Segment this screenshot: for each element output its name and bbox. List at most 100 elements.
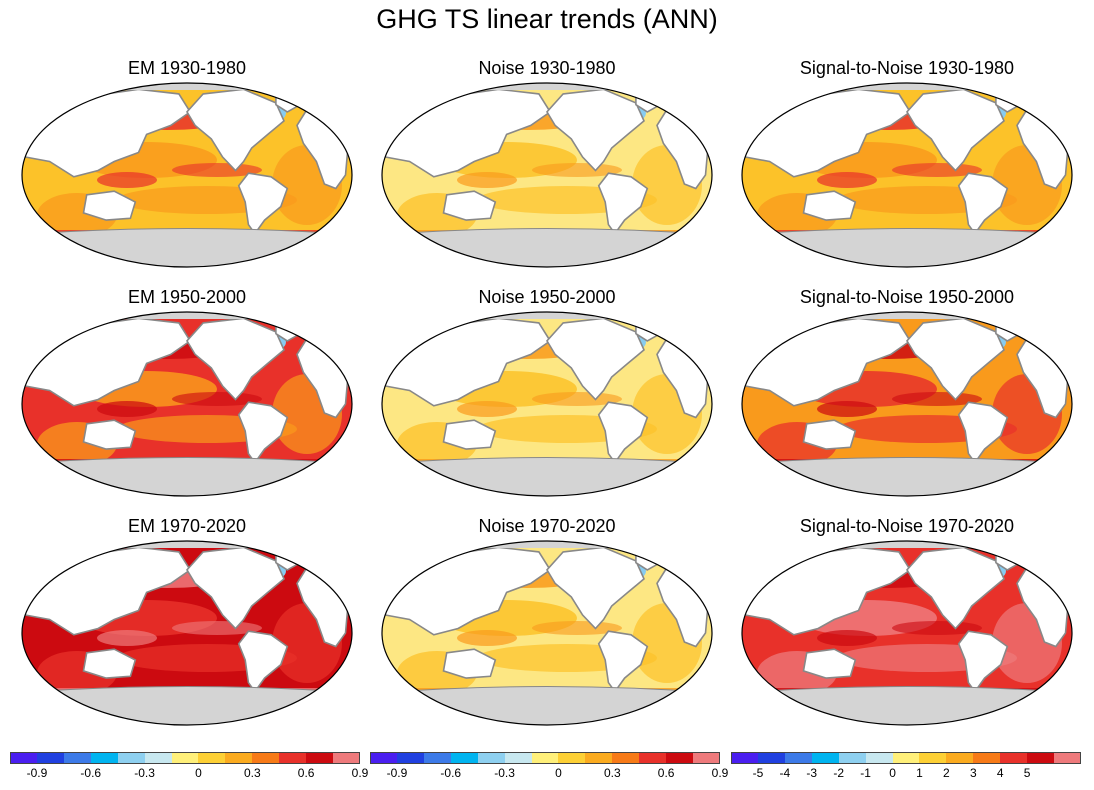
colorbar-swatch [865,752,894,763]
colorbar-swatch [838,752,867,763]
arctic-land [742,541,1072,548]
trend-contour [457,401,517,417]
world-map [381,540,713,726]
arctic-land [382,83,712,90]
colorbar-frame [370,752,720,764]
map-panel: Signal-to-Noise 1950-2000 [737,287,1077,502]
colorbar-swatch [1054,752,1082,763]
colorbar-tick-label: 1 [916,766,923,780]
colorbar-tick-label: 0 [889,766,896,780]
colorbar-swatch [144,752,173,763]
trend-contour [97,172,157,188]
colorbar-tick-label: 4 [996,766,1004,780]
map-panel: Signal-to-Noise 1930-1980 [737,58,1077,273]
colorbar-tick-label: 0.9 [351,766,369,780]
world-map [381,82,713,268]
panel-title: Signal-to-Noise 1950-2000 [799,287,1015,307]
colorbar-swatch [396,752,425,763]
colorbar-swatch [919,752,947,763]
colorbar-tick-label: 0.9 [711,766,729,780]
map-frame [741,540,1073,726]
map-frame [741,311,1073,497]
colorbar-snr: -5 -4 -3 -2 -1 0 1 2 3 4 5 [731,752,1082,788]
panel-title: Noise 1950-2000 [478,287,616,307]
world-map [741,82,1073,268]
colorbar-tick-label: 5 [1023,766,1031,780]
colorbar-swatch [1000,752,1028,763]
colorbar-swatch [306,752,334,763]
colorbar-swatch [731,752,759,763]
map-panel: Signal-to-Noise 1970-2020 [737,516,1077,731]
continent-australia [442,190,497,221]
colorbar-tick-label: -0.6 [80,766,102,780]
continent-antarctica [22,228,352,267]
panel-title: Signal-to-Noise 1970-2020 [799,516,1015,536]
colorbar-swatch [558,752,586,763]
map-frame [21,540,353,726]
trend-contour [97,401,157,417]
figure-title: GHG TS linear trends (ANN) [376,4,718,34]
colorbar-swatch [10,752,38,763]
colorbar-tick-label: 0.3 [243,766,261,780]
map-panel: EM 1950-2000 [17,287,357,502]
map-panel: Noise 1970-2020 [377,516,717,731]
continent-southAmerica [597,630,649,693]
colorbar-tick-label: 0 [555,766,562,780]
colorbar-swatch [892,752,920,763]
colorbar-tick-label: 3 [969,766,977,780]
colorbar-noise: -0.9 -0.6 -0.3 0 0.3 0.6 0.9 [370,752,728,788]
colorbar-tick-label: 0.6 [297,766,315,780]
colorbar-tick-label: -2 [833,766,845,780]
world-map [21,540,353,726]
continent-australia [802,419,857,450]
colorbar-tick-label: -4 [779,766,791,780]
map-panel: Noise 1930-1980 [377,58,717,273]
continent-australia [442,648,497,679]
colorbar-swatch [811,752,840,763]
map-frame [741,82,1073,268]
continent-antarctica [382,457,712,496]
colorbar-tick-label: 2 [943,766,950,780]
trend-contour [817,401,877,417]
colorbar-swatch [666,752,694,763]
colorbar-tick-label: -0.9 [26,766,48,780]
panel-title: Noise 1930-1980 [478,58,616,78]
colorbar-swatch [973,752,1001,763]
colorbar-frame [731,752,1081,764]
continent-antarctica [22,686,352,725]
colorbar-frame [10,752,360,764]
continent-australia [82,648,137,679]
map-frame [381,82,713,268]
continent-australia [82,419,137,450]
colorbar-swatch [117,752,146,763]
arctic-land [742,83,1072,90]
colorbar-swatch [333,752,361,763]
colorbar-swatch [639,752,667,763]
colorbar-swatch [1027,752,1055,763]
colorbar-tick-label: -0.3 [134,766,155,780]
colorbar-tick-label: -0.3 [494,766,515,780]
colorbar-swatch [370,752,398,763]
continent-australia [442,419,497,450]
colorbar-swatch [90,752,119,763]
panel-title: Noise 1970-2020 [478,516,616,536]
map-frame [381,311,713,497]
map-panel: Noise 1950-2000 [377,287,717,502]
arctic-land [382,312,712,319]
map-frame [21,311,353,497]
continent-southAmerica [597,172,649,235]
colorbar-tick-label: -5 [752,766,764,780]
colorbar-swatch [450,752,479,763]
colorbar-swatch [693,752,721,763]
colorbar-em: -0.9 -0.6 -0.3 0 0.3 0.6 0.9 [10,752,368,788]
colorbar-swatch [757,752,786,763]
continent-southAmerica [237,172,289,235]
colorbar-swatch [531,752,559,763]
map-panel: EM 1970-2020 [17,516,357,731]
colorbar-tick-label: -1 [860,766,871,780]
continent-antarctica [742,457,1072,496]
arctic-land [22,312,352,319]
map-frame [381,540,713,726]
trend-contour [457,630,517,646]
panel-title: EM 1930-1980 [127,58,247,78]
